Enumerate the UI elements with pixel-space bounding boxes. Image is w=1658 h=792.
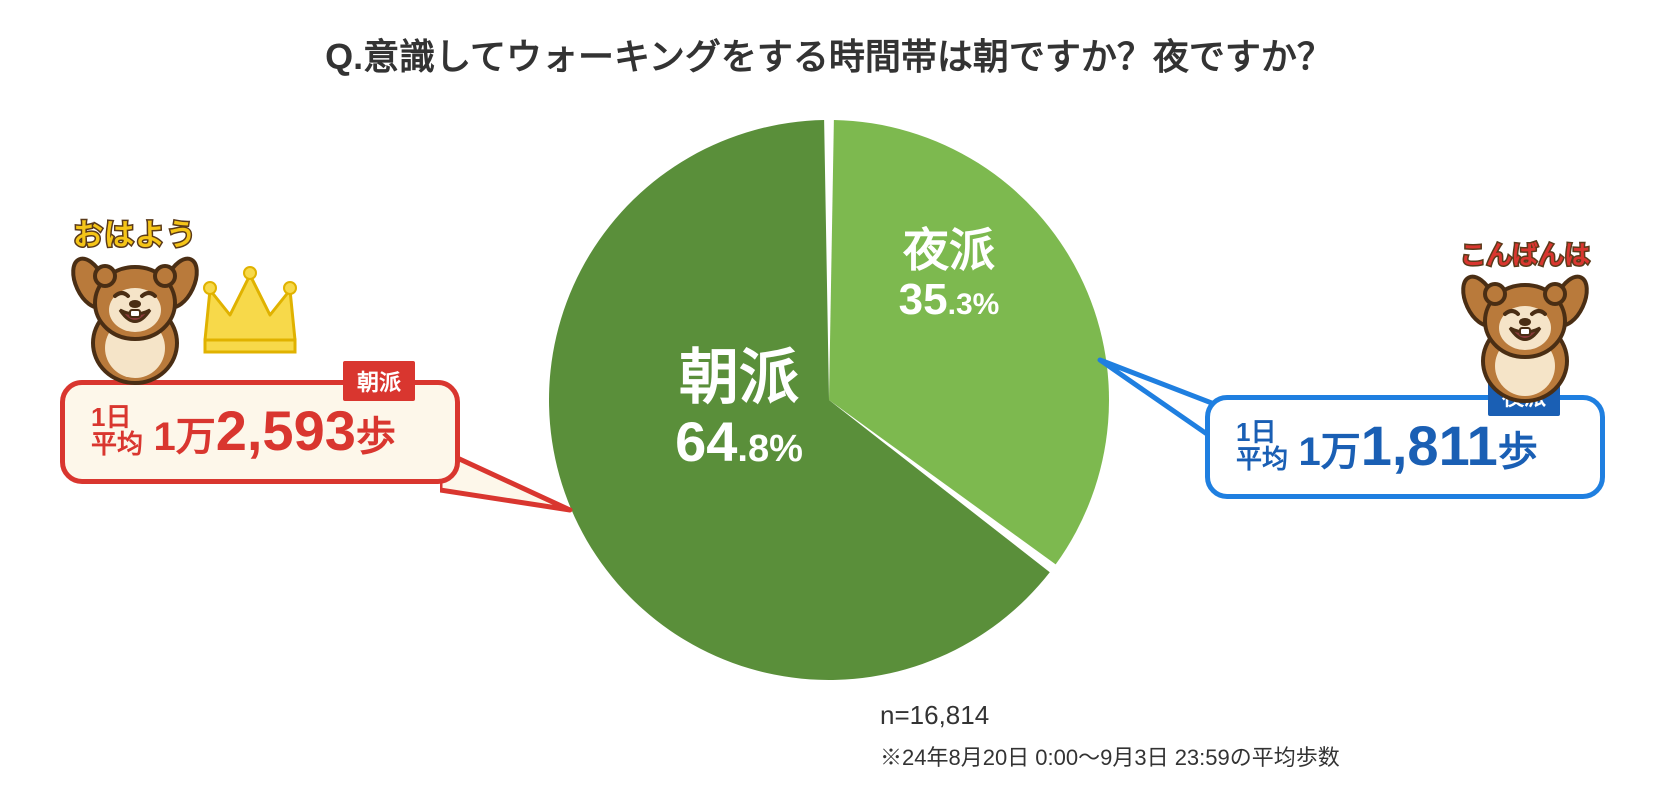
mascot-night-icon — [1460, 266, 1590, 406]
callout-morning-val-unit: 歩 — [356, 415, 396, 459]
chart-title: Q.意識してウォーキングをする時間帯は朝ですか？夜ですか？ — [0, 28, 1658, 80]
mascot-morning: おはよう — [70, 210, 200, 393]
pie-label-night-pct-int: 35 — [899, 275, 948, 324]
callout-night-value: 1万1,811歩 — [1298, 418, 1537, 474]
pie-label-morning-pct-suffix: % — [769, 428, 803, 470]
mascot-night: こんばんは — [1460, 235, 1590, 411]
pie-label-night-pct-dec: .3 — [948, 288, 973, 321]
callout-morning: 朝派 1日 平均 1万2,593歩 — [60, 380, 460, 484]
pie-label-night-pct: 35.3% — [849, 276, 1049, 324]
callout-night-avglabel-l1: 1日 — [1236, 417, 1276, 447]
pie-label-night: 夜派 35.3% — [849, 225, 1049, 324]
pie-label-morning-name: 朝派 — [609, 345, 869, 411]
pie-label-morning-pct-int: 64 — [675, 410, 737, 473]
mascot-morning-icon — [70, 248, 200, 388]
callout-morning-tag-text: 朝派 — [357, 370, 401, 395]
callout-night-avglabel: 1日 平均 — [1236, 419, 1288, 474]
note-disclaimer-text: ※24年8月20日 0:00〜9月3日 23:59の平均歩数 — [880, 745, 1340, 770]
callout-morning-val-prefix: 1万 — [153, 415, 215, 459]
pie-label-morning: 朝派 64.8% — [609, 345, 869, 473]
pie-label-night-pct-suffix: % — [973, 288, 1000, 321]
callout-night-val-unit: 歩 — [1498, 430, 1538, 474]
note-disclaimer: ※24年8月20日 0:00〜9月3日 23:59の平均歩数 — [880, 740, 1340, 772]
callout-morning-avglabel-l2: 平均 — [91, 429, 143, 459]
pie-label-morning-pct-dec: .8 — [737, 428, 769, 470]
pie-label-night-name: 夜派 — [849, 225, 1049, 276]
callout-morning-tag: 朝派 — [343, 361, 415, 401]
chart-title-text: Q.意識してウォーキングをする時間帯は朝ですか？夜ですか？ — [325, 36, 1333, 77]
note-n: n=16,814 — [880, 700, 989, 731]
crown-icon — [195, 260, 305, 360]
pie-chart: 朝派 64.8% 夜派 35.3% — [549, 120, 1109, 685]
callout-night-val-main: 1,811 — [1361, 414, 1498, 477]
callout-night-val-prefix: 1万 — [1298, 430, 1360, 474]
callout-morning-avglabel-l1: 1日 — [91, 402, 131, 432]
callout-night-avglabel-l2: 平均 — [1236, 444, 1288, 474]
note-n-text: n=16,814 — [880, 700, 989, 730]
callout-morning-value: 1万2,593歩 — [153, 403, 395, 459]
pie-label-morning-pct: 64.8% — [609, 411, 869, 473]
callout-pointer-left — [440, 420, 580, 540]
callout-morning-avglabel: 1日 平均 — [91, 404, 143, 459]
callout-morning-val-main: 2,593 — [216, 399, 356, 462]
